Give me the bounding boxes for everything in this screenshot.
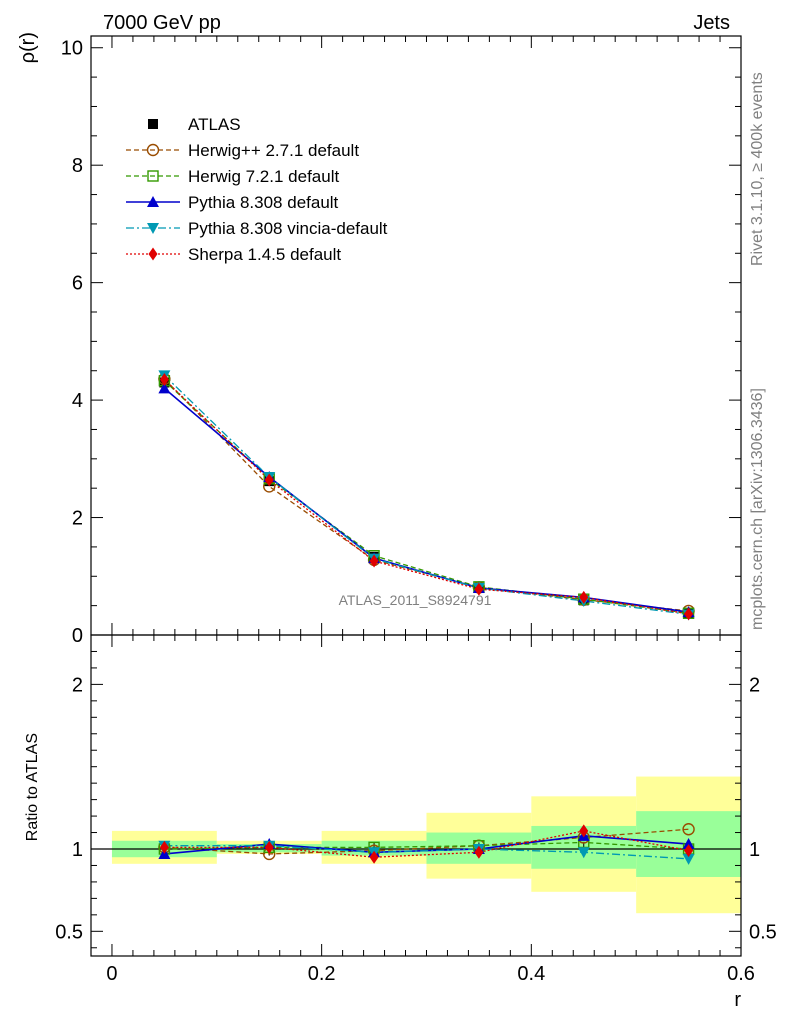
ratio-frame <box>90 634 742 957</box>
ratio-point-4 <box>159 840 169 854</box>
main-point-4 <box>264 473 274 487</box>
ratio-point-4 <box>579 824 589 838</box>
legend-marker <box>147 170 159 182</box>
x-tick-label: 0.4 <box>517 963 545 985</box>
header-right: Jets <box>693 12 730 34</box>
legend-marker <box>148 247 158 261</box>
legend-marker <box>148 119 158 129</box>
main-ytick-label: 8 <box>72 155 83 177</box>
ratio-panel-series <box>158 823 695 865</box>
main-point-2 <box>158 382 171 394</box>
x-tick-label: 0 <box>106 963 117 985</box>
main-line-1 <box>163 380 689 614</box>
ratio-line-3 <box>164 845 689 860</box>
ratio-point-3 <box>577 847 590 859</box>
main-panel-series <box>158 370 695 621</box>
ratio-ylabel: Ratio to ATLAS <box>24 733 41 841</box>
main-point-4 <box>474 582 484 596</box>
main-line-3 <box>163 374 689 616</box>
ratio-ytick-label: 1 <box>72 839 83 861</box>
legend-label: Pythia 8.308 default <box>188 193 339 212</box>
legend-marker <box>147 196 159 207</box>
ratio-ytick-label: 2 <box>72 674 83 696</box>
main-line-4 <box>163 379 689 615</box>
ratio-point-3 <box>682 853 695 865</box>
main-ytick-label: 6 <box>72 273 83 295</box>
main-ytick-label: 10 <box>61 38 83 60</box>
legend-label: Herwig++ 2.7.1 default <box>188 141 359 160</box>
legend-label: Pythia 8.308 vincia-default <box>188 219 388 238</box>
x-axis-label: r <box>734 989 741 1011</box>
ratio-point-4 <box>684 844 694 858</box>
ratio-point-4 <box>264 840 274 854</box>
legend-label: Sherpa 1.4.5 default <box>188 245 341 264</box>
legend-marker <box>146 143 160 157</box>
ratio-point-0 <box>682 823 695 836</box>
legend: ATLAS Herwig++ 2.7.1 default Herwig 7.2.1 … <box>126 115 388 264</box>
main-ylabel: ρ(r) <box>17 32 39 63</box>
rivet-version-label: Rivet 3.1.10, ≥ 400k events <box>749 72 766 266</box>
ratio-uncertainty-bands <box>111 776 741 914</box>
legend-label: Herwig 7.2.1 default <box>188 167 339 186</box>
ratio-point-4 <box>369 850 379 864</box>
ratio-panel-axes: 0.5 0.5 1 1 2 2 0 0.2 0.4 0.6 <box>55 634 777 985</box>
ratio-ytick-label-right: 2 <box>749 674 760 696</box>
main-ytick-label: 0 <box>72 625 83 647</box>
main-line-2 <box>163 387 689 613</box>
ratio-point-4 <box>474 845 484 859</box>
main-panel-axes: 0 2 4 6 8 10 <box>61 35 742 647</box>
main-point-4 <box>159 373 169 387</box>
legend-label: ATLAS <box>188 115 241 134</box>
mcplots-source-label: mcplots.cern.ch [arXiv:1306.3436] <box>749 388 766 630</box>
header-left: 7000 GeV pp <box>103 12 221 34</box>
main-ytick-label: 2 <box>72 508 83 530</box>
main-ytick-label: 4 <box>72 390 83 412</box>
main-line-0 <box>163 378 689 612</box>
main-point-4 <box>369 554 379 568</box>
main-point-4 <box>579 590 589 604</box>
x-tick-label: 0.2 <box>308 963 336 985</box>
main-point-4 <box>684 607 694 621</box>
ratio-ytick-label: 0.5 <box>55 921 83 943</box>
ratio-point-2 <box>682 838 695 850</box>
ratio-line-1 <box>164 841 689 850</box>
analysis-id-label: ATLAS_2011_S8924791 <box>339 592 492 608</box>
ratio-ytick-label-right: 1 <box>749 839 760 861</box>
legend-marker <box>147 223 159 234</box>
x-tick-label: 0.6 <box>727 963 755 985</box>
ratio-ytick-label-right: 0.5 <box>749 921 777 943</box>
